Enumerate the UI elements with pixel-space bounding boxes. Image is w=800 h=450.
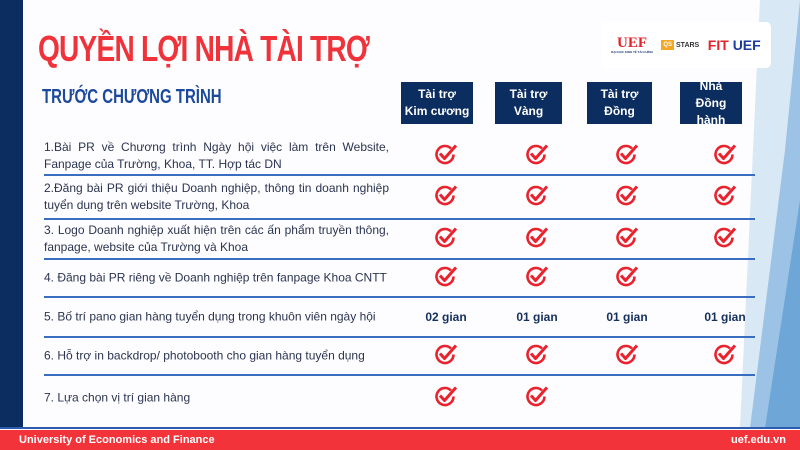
check-icon [434,344,458,369]
decorative-triangles [740,0,800,428]
table-row: 3. Logo Doanh nghiệp xuất hiện trên các … [44,220,755,260]
left-accent-bar [0,0,23,428]
column-header: Nhà Đồng hành [680,79,742,127]
benefit-label: 1.Bài PR về Chương trình Ngày hội việc l… [44,140,389,171]
uef-logo: UEF ĐẠI HỌC KINH TẾ TÀI CHÍNH [611,35,653,54]
check-icon [615,185,639,210]
check-icon [525,185,549,210]
benefit-label: 5. Bố trí pano gian hàng tuyển dụng tron… [44,309,376,324]
benefit-label: 3. Logo Doanh nghiệp xuất hiện trên các … [44,223,389,254]
check-icon [615,266,639,291]
booth-count: 01 gian [606,310,648,324]
column-header: Tài trợ Kim cương [401,82,473,124]
column-header: Tài trợ Đồng [587,82,652,124]
booth-count: 01 gian [704,310,746,324]
check-icon [713,185,737,210]
check-icon [434,185,458,210]
benefit-label: 6. Hỗ trợ in backdrop/ photobooth cho gi… [44,348,365,363]
qs-stars-logo: QS STARS [661,40,700,50]
fit-uef-logo: FIT UEF [707,37,761,53]
check-icon [434,227,458,252]
logo-strip: UEF ĐẠI HỌC KINH TẾ TÀI CHÍNH QS STARS FIT… [601,22,771,68]
benefit-label: 2.Đăng bài PR giới thiệu Doanh nghiệp, t… [44,181,389,212]
table-row: 4. Đăng bài PR riêng về Doanh nghiệp trê… [44,260,755,298]
check-icon [434,144,458,169]
benefit-label: 4. Đăng bài PR riêng về Doanh nghiệp trê… [44,270,387,285]
booth-count: 01 gian [516,310,558,324]
column-header: Tài trợ Vàng [495,82,562,124]
check-icon [713,344,737,369]
check-icon [525,227,549,252]
footer-university: University of Economics and Finance [19,434,215,446]
page-title: QUYỀN LỢI NHÀ TÀI TRỢ [38,28,370,69]
table-row: 6. Hỗ trợ in backdrop/ photobooth cho gi… [44,338,755,376]
footer-divider [0,427,800,429]
table-row: 2.Đăng bài PR giới thiệu Doanh nghiệp, t… [44,176,755,220]
check-icon [713,227,737,252]
check-icon [434,266,458,291]
footer-website: uef.edu.vn [730,434,786,446]
table-row: 1.Bài PR về Chương trình Ngày hội việc l… [44,138,755,176]
check-icon [434,386,458,411]
check-icon [525,386,549,411]
check-icon [713,144,737,169]
table-row: 7. Lựa chọn vị trí gian hàng [44,376,755,420]
booth-count: 02 gian [425,310,467,324]
check-icon [615,344,639,369]
footer: University of Economics and Finance uef.… [0,430,800,450]
benefit-label: 7. Lựa chọn vị trí gian hàng [44,390,191,405]
table-row: 5. Bố trí pano gian hàng tuyển dụng tron… [44,298,755,338]
check-icon [615,144,639,169]
check-icon [525,266,549,291]
page-subtitle: TRƯỚC CHƯƠNG TRÌNH [42,86,222,108]
check-icon [525,144,549,169]
check-icon [525,344,549,369]
check-icon [615,227,639,252]
